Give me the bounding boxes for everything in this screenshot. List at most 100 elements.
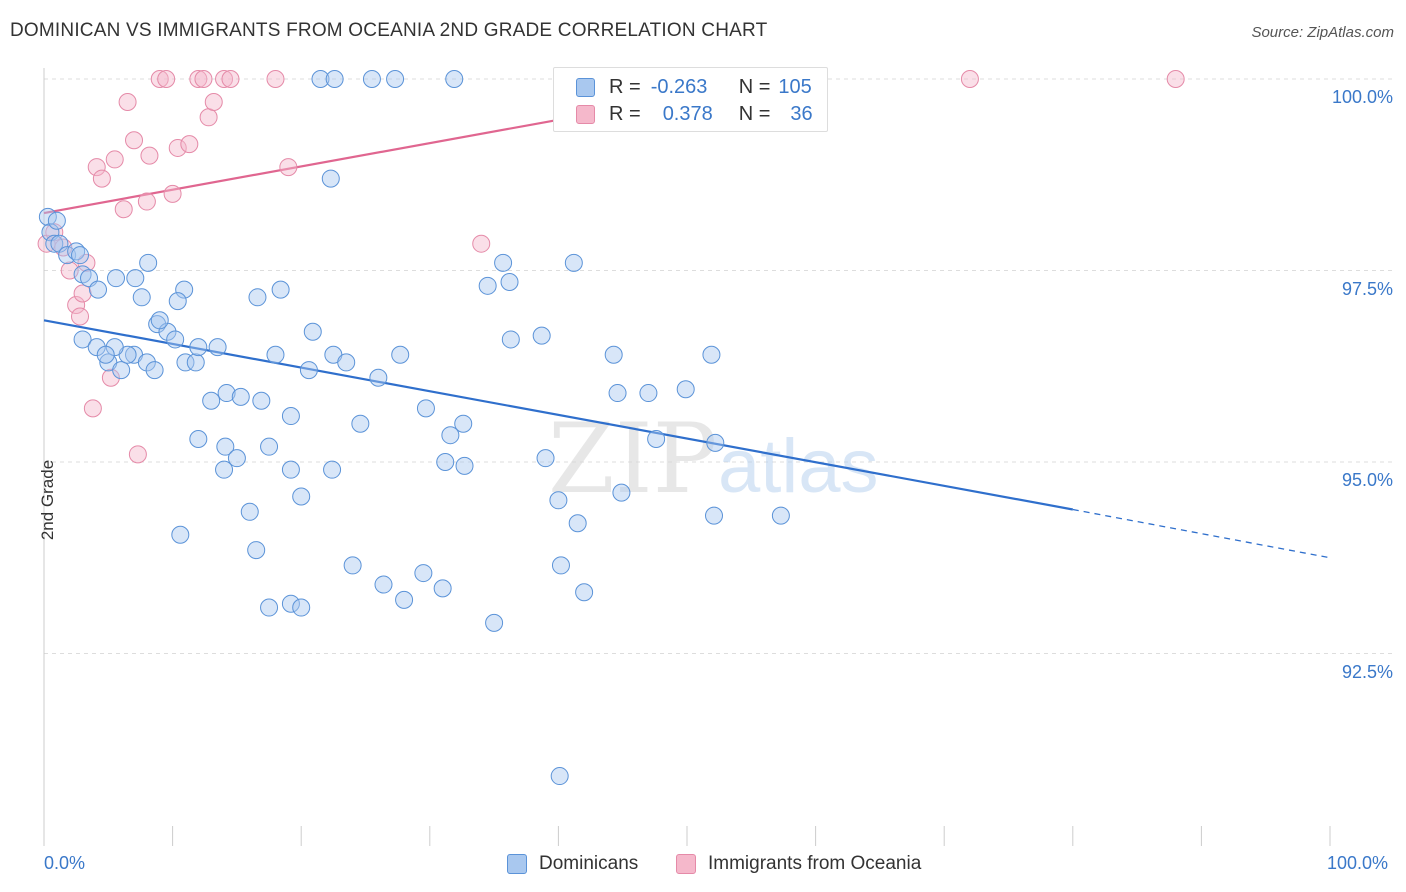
y-axis-label: 2nd Grade <box>38 459 58 541</box>
y-tick-label: 97.5% <box>1341 278 1393 299</box>
point-dominicans <box>216 437 235 456</box>
trendline-dominicans-extension <box>1072 508 1331 559</box>
point-dominicans <box>323 460 342 479</box>
watermark-atlas: atlas <box>718 424 879 509</box>
point-dominicans <box>292 487 311 506</box>
y-tick-label: 92.5% <box>1341 661 1393 682</box>
point-dominicans <box>386 70 405 88</box>
point-dominicans <box>604 345 623 364</box>
point-dominicans <box>126 269 145 288</box>
point-dominicans <box>73 330 92 349</box>
point-dominicans <box>321 169 340 188</box>
point-dominicans <box>500 272 519 291</box>
point-dominicans <box>455 456 474 475</box>
point-dominicans <box>137 353 156 372</box>
point-dominicans <box>281 460 300 479</box>
point-oceania <box>71 307 90 326</box>
point-dominicans <box>414 564 433 583</box>
point-oceania <box>194 70 213 88</box>
point-dominicans <box>564 253 583 272</box>
axis-layer <box>43 68 1331 846</box>
point-oceania <box>1166 70 1185 88</box>
point-dominicans <box>374 575 393 594</box>
legend-n-label: N = <box>738 102 771 125</box>
point-dominicans <box>58 246 77 265</box>
point-oceania <box>77 253 96 272</box>
point-dominicans <box>96 345 115 364</box>
point-oceania <box>472 234 491 253</box>
bottom-legend-label: Dominicans <box>539 853 639 874</box>
point-dominicans <box>176 353 195 372</box>
point-dominicans <box>87 338 106 357</box>
point-dominicans <box>217 384 236 403</box>
legend-r-value: -0.263 <box>650 75 708 98</box>
point-dominicans <box>145 361 164 380</box>
point-dominicans <box>38 207 57 226</box>
point-dominicans <box>189 338 208 357</box>
point-dominicans <box>608 384 627 403</box>
point-dominicans <box>105 338 124 357</box>
point-oceania <box>199 108 218 127</box>
source-note: Source: ZipAtlas.com <box>1251 24 1394 41</box>
point-dominicans <box>441 426 460 445</box>
legend-swatch-pink <box>576 104 595 124</box>
point-dominicans <box>303 322 322 341</box>
point-oceania <box>157 70 176 88</box>
point-oceania <box>189 70 208 88</box>
point-oceania <box>140 146 159 165</box>
point-dominicans <box>550 767 569 786</box>
point-oceania <box>128 445 147 464</box>
point-dominicans <box>485 613 504 632</box>
point-oceania <box>101 368 120 387</box>
point-dominicans <box>89 280 108 299</box>
point-oceania <box>279 158 298 177</box>
point-dominicans <box>252 391 271 410</box>
point-dominicans <box>202 391 221 410</box>
point-dominicans <box>71 246 90 265</box>
point-dominicans <box>575 583 594 602</box>
bottom-legend-swatch-blue <box>507 854 527 874</box>
point-oceania <box>221 70 240 88</box>
point-dominicans <box>395 590 414 609</box>
legend-row-oceania: R = 0.378 N = 36 <box>576 101 813 127</box>
series-oceania-points <box>37 70 1185 464</box>
point-dominicans <box>132 288 151 307</box>
point-oceania <box>204 92 223 111</box>
point-dominicans <box>433 579 452 598</box>
point-dominicans <box>391 345 410 364</box>
point-oceania <box>105 150 124 169</box>
point-dominicans <box>271 280 290 299</box>
point-dominicans <box>351 414 370 433</box>
point-dominicans <box>281 594 300 613</box>
bottom-legend-swatch-pink <box>676 854 696 874</box>
point-oceania <box>114 200 133 219</box>
point-dominicans <box>325 70 344 88</box>
point-dominicans <box>139 253 158 272</box>
point-dominicans <box>150 311 169 330</box>
legend-r-label: R = <box>609 75 641 98</box>
point-dominicans <box>260 598 279 617</box>
point-dominicans <box>171 525 190 544</box>
point-dominicans <box>436 453 455 471</box>
bottom-legend-label: Immigrants from Oceania <box>708 853 922 874</box>
point-dominicans <box>771 506 790 525</box>
legend-r-value: 0.378 <box>662 102 713 125</box>
point-dominicans <box>532 326 551 345</box>
bottom-legend-dominicans: Dominicans <box>507 851 638 877</box>
legend-row-dominicans: R = -0.263 N = 105 <box>576 74 812 100</box>
point-dominicans <box>231 387 250 406</box>
legend-r-label: R = <box>609 102 641 125</box>
point-dominicans <box>311 70 330 88</box>
point-dominicans <box>337 353 356 372</box>
point-dominicans <box>260 437 279 456</box>
point-dominicans <box>47 211 66 230</box>
point-dominicans <box>299 361 318 380</box>
point-oceania <box>180 135 199 154</box>
legend-n-label: N = <box>738 75 771 98</box>
point-dominicans <box>248 288 267 307</box>
point-dominicans <box>227 449 246 468</box>
point-oceania <box>215 70 234 88</box>
point-dominicans <box>240 502 259 521</box>
point-dominicans <box>215 460 234 479</box>
point-dominicans <box>705 506 724 525</box>
